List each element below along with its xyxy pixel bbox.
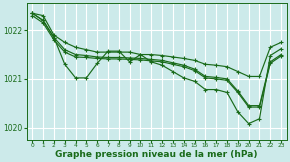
X-axis label: Graphe pression niveau de la mer (hPa): Graphe pression niveau de la mer (hPa) [55,150,258,159]
